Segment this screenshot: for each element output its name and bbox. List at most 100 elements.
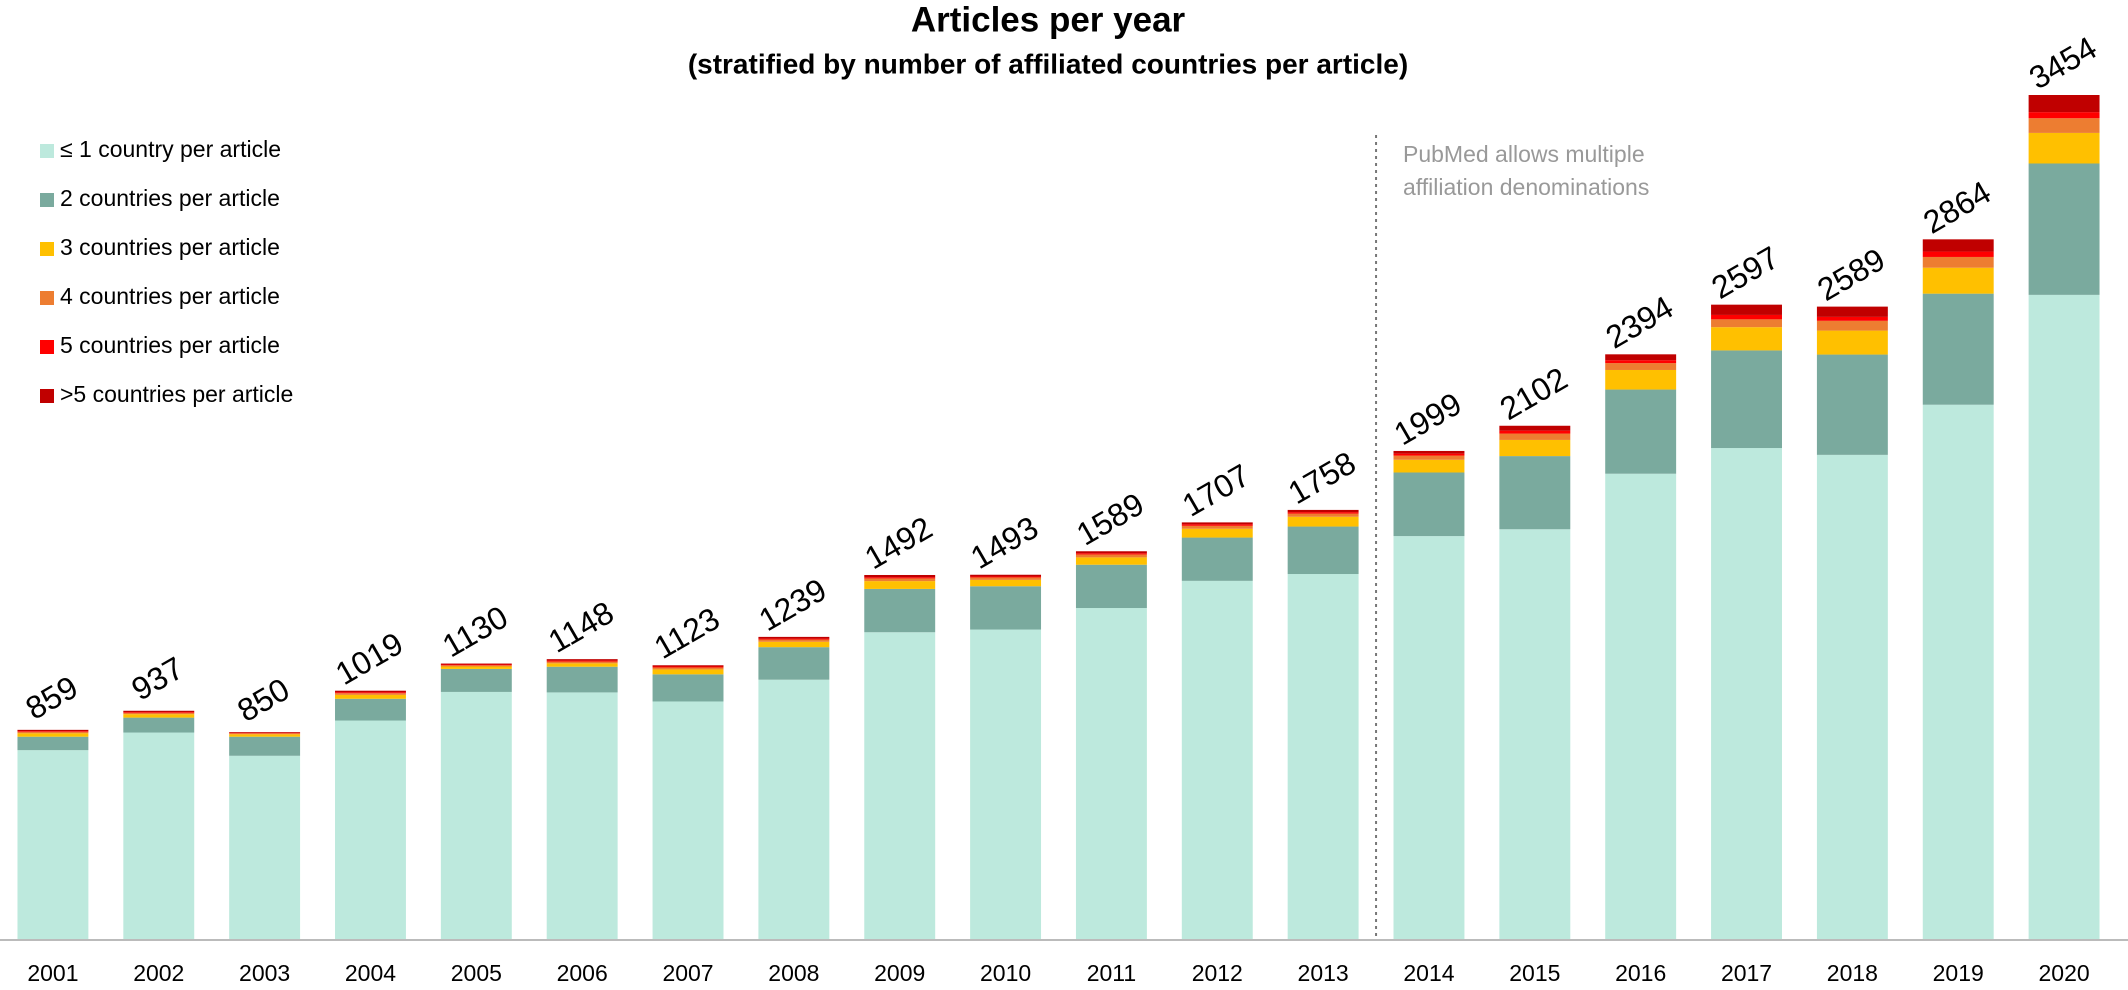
x-tick-label: 2012 [1192,960,1243,986]
total-label: 3454 [2023,29,2103,96]
total-label: 1707 [1176,457,1256,524]
legend-swatch [40,193,54,207]
bar-segment [335,698,406,721]
bar-segment [335,720,406,940]
x-tick-label: 2017 [1721,960,1772,986]
x-tick-label: 2001 [27,960,78,986]
bar-segment [970,576,1042,578]
bar-segment [123,710,195,712]
bar-segment [970,579,1042,587]
bar-segment [652,667,724,670]
bar-segment [864,588,936,633]
total-label: 1130 [436,599,514,665]
bar-segment [652,666,724,668]
bar-segment [123,732,195,940]
bar-segment [335,694,406,699]
bar-segment [229,734,301,737]
bar-segment [1922,256,1994,268]
bar-segment [1711,448,1782,940]
bar-segment [17,731,89,732]
bar-segment [123,717,195,733]
legend-label: 2 countries per article [60,185,280,211]
bar-segment [335,693,406,695]
bar-segment [2028,294,2100,941]
bar-segment [1499,439,1571,457]
bar-segment [970,586,1042,630]
bar-segment [864,574,936,578]
bar-segment [1605,354,1677,361]
total-label: 1019 [329,625,409,692]
bar-segment [1393,450,1465,454]
bar-segment [546,661,618,664]
bar-segment [758,647,830,680]
bar-segment [546,663,618,667]
x-tick-label: 2011 [1087,960,1136,986]
x-tick-label: 2006 [557,960,608,986]
bar-segment [17,736,89,751]
bar-segment [123,714,195,718]
bar-segment [758,641,830,648]
bar-segment [1075,608,1147,940]
bar-segment [1711,319,1782,328]
total-label: 1492 [859,509,939,576]
bar-segment [123,711,195,713]
legend-swatch [40,242,54,256]
bar-segment [1605,360,1677,364]
bar-segment [1922,267,1994,294]
bar-segment [1605,369,1677,390]
annotation: PubMed allows multiple [1403,141,1645,167]
bar-segment [1499,430,1571,434]
total-label: 1239 [753,571,833,638]
bar-segment [440,665,512,667]
x-tick-label: 2003 [239,960,290,986]
bar-segment [1499,529,1571,940]
total-label: 850 [231,671,295,729]
bar-segment [440,666,512,669]
bar-segment [1816,306,1888,317]
bar-segment [1075,554,1147,558]
bar-segment [1181,522,1253,525]
bar-segment [1922,239,1994,252]
bar-segment [1922,293,1994,405]
bar-segment [440,663,512,665]
total-label: 2864 [1917,174,1997,241]
legend-label: >5 countries per article [60,381,293,407]
annotation: affiliation denominations [1403,174,1649,200]
bar-segment [1287,574,1359,940]
bar-segment [1393,472,1465,537]
bar-segment [970,574,1042,577]
bar-segment [652,674,724,702]
bar-segment [2028,95,2100,113]
bar-segment [1393,536,1465,940]
bar-segment [1393,453,1465,456]
bar-segment [864,632,936,940]
x-tick-label: 2010 [980,960,1031,986]
legend-label: 5 countries per article [60,332,280,358]
bar-segment [1075,553,1147,555]
x-tick-label: 2019 [1933,960,1984,986]
legend-swatch [40,340,54,354]
x-tick-label: 2020 [2038,960,2089,986]
bar-segment [1711,327,1782,351]
legend-label: 4 countries per article [60,283,280,309]
chart-title: Articles per year [911,0,1186,39]
bar-segment [440,668,512,692]
bar-segment [2028,163,2100,295]
bar-segment [970,629,1042,940]
bar-segment [1816,354,1888,455]
bar-segment [864,577,936,579]
bar-segment [652,665,724,667]
total-label: 859 [20,669,84,727]
bar-segment [864,581,936,589]
x-tick-label: 2015 [1509,960,1560,986]
bar-segment [1499,425,1571,431]
x-tick-label: 2008 [768,960,819,986]
bar-segment [1075,551,1147,554]
bar-segment [1711,314,1782,320]
bar-segment [1181,524,1253,526]
bar-segment [758,638,830,640]
bar-segment [758,639,830,642]
x-tick-label: 2004 [345,960,396,986]
bar-segment [1499,456,1571,530]
bar-segment [546,659,618,661]
